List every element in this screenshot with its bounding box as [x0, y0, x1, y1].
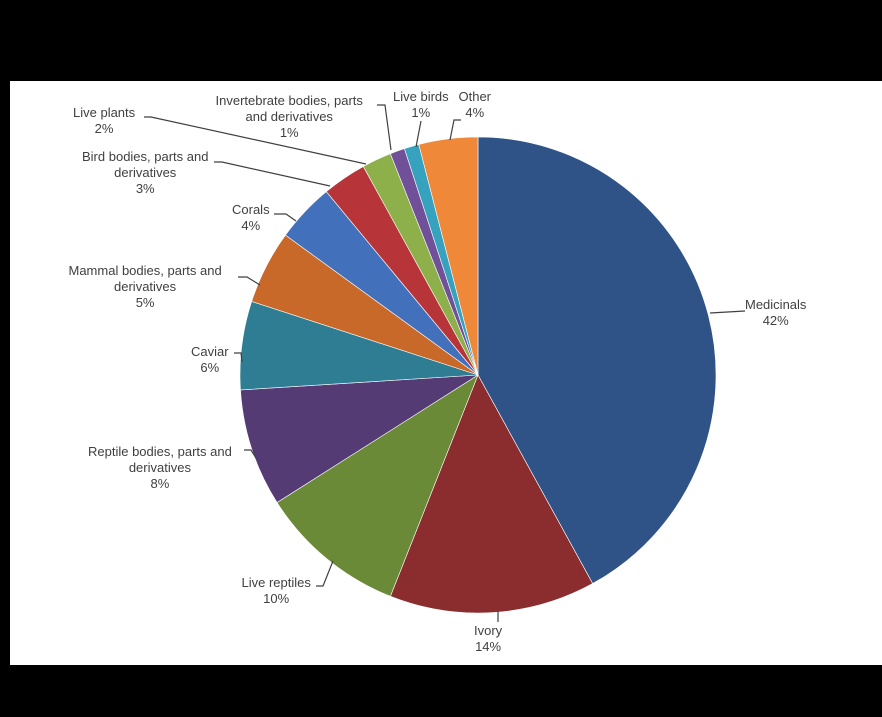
pie-slices: [239, 136, 717, 614]
data-label: Live reptiles 10%: [242, 575, 311, 607]
label-text: Invertebrate bodies, parts: [215, 93, 363, 108]
label-percent: 3%: [135, 181, 155, 196]
data-label: Other 4%: [459, 89, 492, 121]
label-percent: 1%: [411, 105, 431, 120]
label-text: Bird bodies, parts and: [82, 149, 209, 164]
leader-line: [238, 276, 261, 286]
data-label: Mammal bodies, parts and derivatives 5%: [69, 263, 222, 311]
label-text: and derivatives: [245, 109, 333, 124]
leader-line: [377, 104, 392, 151]
label-percent: 14%: [475, 639, 502, 654]
label-text: Ivory: [474, 623, 503, 638]
pie-slice-other: [418, 136, 479, 376]
pie-slice-live-reptiles: [276, 374, 479, 597]
label-percent: 2%: [94, 121, 114, 136]
leader-line: [709, 310, 746, 314]
label-percent: 8%: [150, 476, 170, 491]
data-label: Reptile bodies, parts and derivatives 8%: [88, 444, 232, 492]
label-percent: 4%: [465, 105, 485, 120]
leader-line: [449, 119, 461, 141]
data-label: Medicinals 42%: [745, 297, 806, 329]
label-text: derivatives: [128, 460, 191, 475]
pie-slice-reptile-bodies-parts-and-derivatives: [240, 374, 479, 503]
label-text: Corals: [232, 202, 270, 217]
leader-line: [144, 116, 367, 165]
leader-line: [244, 449, 257, 459]
label-text: Live plants: [73, 105, 136, 120]
leader-lines: [144, 104, 746, 622]
data-label: Live birds 1%: [393, 89, 449, 121]
data-label: Live plants 2%: [73, 105, 135, 137]
label-text: Caviar: [191, 344, 229, 359]
label-percent: 10%: [263, 591, 290, 606]
label-text: derivatives: [114, 165, 177, 180]
label-text: Other: [458, 89, 492, 104]
label-percent: 1%: [279, 125, 299, 140]
leader-line: [316, 560, 334, 587]
label-text: Reptile bodies, parts and: [88, 444, 232, 459]
label-percent: 42%: [762, 313, 789, 328]
label-text: Medicinals: [745, 297, 807, 312]
data-label: Caviar 6%: [191, 344, 229, 376]
label-text: Mammal bodies, parts and: [68, 263, 222, 278]
leader-line: [274, 213, 297, 222]
label-text: Live birds: [393, 89, 449, 104]
leader-line: [234, 352, 243, 363]
data-label: Invertebrate bodies, parts and derivative…: [216, 93, 363, 141]
data-label: Bird bodies, parts and derivatives 3%: [82, 149, 208, 197]
pie-slice-medicinals: [477, 136, 717, 584]
label-percent: 4%: [241, 218, 261, 233]
label-percent: 6%: [200, 360, 220, 375]
label-text: derivatives: [114, 279, 177, 294]
pie-slice-ivory: [390, 374, 594, 614]
leader-line: [415, 120, 422, 148]
label-text: Live reptiles: [241, 575, 311, 590]
label-percent: 5%: [135, 295, 155, 310]
data-label: Corals 4%: [232, 202, 270, 234]
leader-line: [214, 161, 331, 187]
data-label: Ivory 14%: [474, 623, 502, 655]
